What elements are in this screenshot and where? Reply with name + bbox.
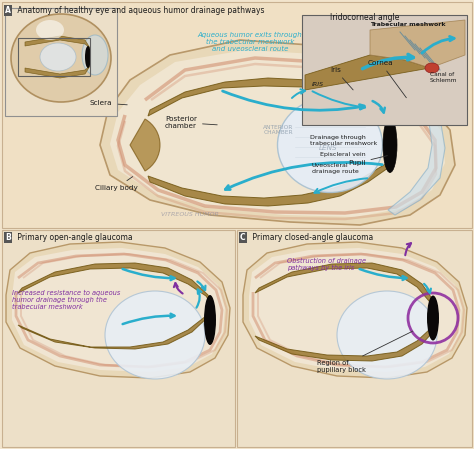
- Text: Iris: Iris: [330, 67, 353, 90]
- Polygon shape: [370, 20, 465, 68]
- Bar: [2, 2, 472, 228]
- Text: Sclera: Sclera: [90, 100, 127, 106]
- Ellipse shape: [427, 295, 439, 340]
- Polygon shape: [255, 263, 435, 310]
- Text: B: B: [5, 233, 11, 242]
- Ellipse shape: [277, 97, 383, 193]
- Bar: [237, 230, 472, 447]
- Text: A: A: [5, 6, 11, 15]
- Text: LENS: LENS: [319, 145, 337, 151]
- Text: Posterior
chamber: Posterior chamber: [165, 116, 217, 129]
- Text: VITREOUS HUMOR: VITREOUS HUMOR: [161, 212, 219, 217]
- Ellipse shape: [425, 63, 439, 73]
- Polygon shape: [25, 36, 90, 48]
- Text: Increased resistance to aqueous
humor drainage through the
trabecular meshwork: Increased resistance to aqueous humor dr…: [12, 290, 120, 310]
- Bar: [2, 230, 235, 447]
- Text: Ciliary body: Ciliary body: [95, 176, 138, 191]
- Text: Drainage through
trabecular meshwork: Drainage through trabecular meshwork: [310, 135, 377, 146]
- Text: C   Primary closed-angle glaucoma: C Primary closed-angle glaucoma: [240, 233, 373, 242]
- Ellipse shape: [337, 291, 437, 379]
- Polygon shape: [148, 78, 395, 125]
- Text: Obstruction of drainage
pathways by the iris: Obstruction of drainage pathways by the …: [287, 258, 366, 271]
- Text: A   Anatomy of healthy eye and aqueous humor drainage pathways: A Anatomy of healthy eye and aqueous hum…: [5, 6, 264, 15]
- Wedge shape: [130, 119, 160, 171]
- Polygon shape: [255, 322, 435, 361]
- Text: Trabecular meshwork: Trabecular meshwork: [370, 22, 446, 27]
- Ellipse shape: [204, 295, 216, 345]
- Ellipse shape: [36, 20, 64, 40]
- Polygon shape: [385, 68, 445, 215]
- Polygon shape: [243, 242, 467, 378]
- Polygon shape: [12, 248, 225, 372]
- Text: C: C: [240, 233, 246, 242]
- Bar: [302, 15, 467, 125]
- Text: Iridocorneal angle: Iridocorneal angle: [330, 13, 400, 22]
- Bar: [5, 8, 117, 116]
- Ellipse shape: [11, 14, 111, 102]
- Text: ANTERIOR
CHAMBER: ANTERIOR CHAMBER: [263, 125, 293, 136]
- Text: IRIS: IRIS: [312, 82, 324, 87]
- Polygon shape: [18, 307, 212, 349]
- Polygon shape: [305, 55, 430, 90]
- Text: Cornea: Cornea: [368, 60, 406, 98]
- Ellipse shape: [40, 43, 76, 71]
- Ellipse shape: [105, 291, 205, 379]
- Text: Uveoscleral
drainage route: Uveoscleral drainage route: [312, 163, 359, 174]
- Ellipse shape: [85, 46, 91, 68]
- Text: Canal of
Schlemm: Canal of Schlemm: [430, 72, 457, 83]
- Text: B   Primary open-angle glaucoma: B Primary open-angle glaucoma: [5, 233, 133, 242]
- Text: Pupil: Pupil: [348, 156, 387, 166]
- Polygon shape: [249, 248, 462, 372]
- Polygon shape: [18, 263, 212, 305]
- Text: Region of
pupillary block: Region of pupillary block: [317, 331, 412, 373]
- Polygon shape: [6, 242, 230, 378]
- Polygon shape: [100, 40, 455, 225]
- Ellipse shape: [383, 118, 397, 172]
- Polygon shape: [148, 158, 395, 206]
- Polygon shape: [25, 66, 90, 78]
- Bar: [18, 38, 90, 76]
- Text: Aqueous humor exits through
the trabecular meshwork
and uveoscleral route: Aqueous humor exits through the trabecul…: [198, 32, 302, 52]
- Polygon shape: [110, 50, 445, 217]
- Text: Episcleral vein: Episcleral vein: [320, 152, 365, 157]
- Ellipse shape: [82, 35, 108, 75]
